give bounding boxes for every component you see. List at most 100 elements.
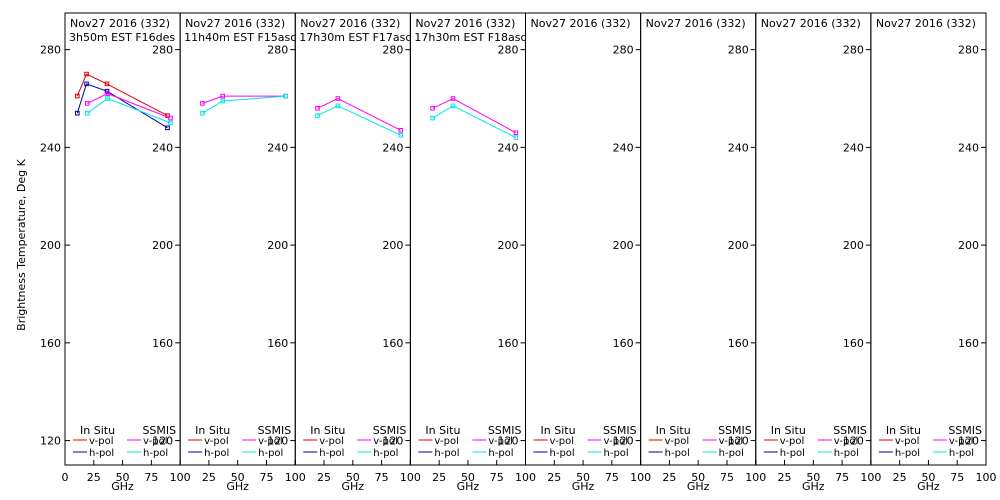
y-tick-label: 280 bbox=[382, 44, 403, 57]
y-tick-label: 280 bbox=[152, 44, 173, 57]
legend-insitu-hpol-label: h-pol bbox=[204, 448, 229, 459]
panel-2: 120 160 200 240 280 25 50 75 100 GHz Nov27 2016 (3… bbox=[179, 12, 306, 493]
data-point bbox=[84, 110, 90, 116]
y-tick-label: 200 bbox=[958, 239, 979, 252]
legend-ssmis-label: SSMIS bbox=[948, 424, 982, 437]
x-tick-label: 100 bbox=[515, 471, 536, 484]
data-point bbox=[398, 132, 404, 138]
y-tick-label: 120 bbox=[498, 435, 519, 448]
y-tick-label-left: 240 bbox=[40, 141, 61, 154]
series-line bbox=[87, 97, 171, 124]
y-tick-label: 160 bbox=[728, 337, 749, 350]
legend-insitu-label: In Situ bbox=[541, 424, 576, 437]
legend-insitu-vpol-label: v-pol bbox=[204, 436, 229, 447]
legend-insitu-hpol-label: h-pol bbox=[550, 448, 575, 459]
legend-insitu-vpol-label: v-pol bbox=[550, 436, 575, 447]
panel-8: 120 160 200 240 280 25 50 75 100 GHz Nov27 2016 (3… bbox=[870, 12, 997, 493]
panel-title: Nov27 2016 (332) bbox=[761, 17, 861, 30]
data-point bbox=[200, 101, 205, 106]
legend-ssmis-hpol-label: h-pol bbox=[834, 448, 859, 459]
y-tick-label: 240 bbox=[958, 141, 979, 154]
panel-1: 120 160 200 240 280 120 160 200 240 280 0 25 50 75 100… bbox=[40, 12, 191, 493]
legend-insitu-label: In Situ bbox=[886, 424, 921, 437]
panel-title: Nov27 2016 (332) bbox=[876, 17, 976, 30]
y-tick-label: 280 bbox=[728, 44, 749, 57]
x-tick-label: 100 bbox=[860, 471, 881, 484]
legend-ssmis-hpol-label: h-pol bbox=[949, 448, 974, 459]
y-tick-label: 120 bbox=[152, 435, 173, 448]
legend-ssmis-label: SSMIS bbox=[488, 424, 522, 437]
series-line bbox=[317, 105, 402, 136]
x-axis-label: GHz bbox=[226, 480, 249, 493]
x-tick-label: 100 bbox=[630, 471, 651, 484]
x-axis-label: GHz bbox=[457, 480, 480, 493]
y-tick-label: 120 bbox=[728, 435, 749, 448]
legend-ssmis-vpol-label: v-pol bbox=[719, 436, 744, 447]
y-tick-label: 160 bbox=[958, 337, 979, 350]
data-point bbox=[430, 105, 435, 111]
legend-ssmis-vpol-label: v-pol bbox=[373, 436, 398, 447]
x-tick-label: 25 bbox=[202, 471, 216, 484]
data-point bbox=[335, 103, 341, 109]
legend-ssmis-vpol-label: v-pol bbox=[949, 436, 974, 447]
x-tick-label: 100 bbox=[170, 471, 191, 484]
y-tick-label: 120 bbox=[958, 435, 979, 448]
data-point bbox=[105, 96, 110, 101]
y-tick-label: 160 bbox=[382, 337, 403, 350]
data-point bbox=[75, 110, 80, 116]
panel-6: 120 160 200 240 280 25 50 75 100 GHz Nov27 2016 (3… bbox=[640, 12, 766, 493]
y-tick-label-left: 280 bbox=[40, 44, 61, 57]
y-tick-label: 280 bbox=[958, 44, 979, 57]
legend-insitu-hpol-label: h-pol bbox=[89, 448, 114, 459]
data-point bbox=[75, 93, 80, 99]
series-line bbox=[87, 93, 171, 119]
y-tick-label: 200 bbox=[152, 239, 173, 252]
x-tick-label: 50 bbox=[116, 471, 130, 484]
series-line bbox=[202, 95, 286, 104]
legend-ssmis-hpol-label: h-pol bbox=[258, 448, 283, 459]
x-tick-label: 75 bbox=[259, 471, 273, 484]
x-tick-label: 0 bbox=[62, 471, 69, 484]
legend-ssmis-label: SSMIS bbox=[373, 424, 407, 437]
y-tick-label: 200 bbox=[498, 239, 519, 252]
legend-insitu-label: In Situ bbox=[310, 424, 345, 437]
data-point bbox=[168, 120, 173, 126]
x-tick-label: 25 bbox=[778, 471, 792, 484]
legend-insitu-label: In Situ bbox=[656, 424, 691, 437]
legend-insitu-hpol-label: h-pol bbox=[434, 448, 459, 459]
y-tick-label: 160 bbox=[152, 337, 173, 350]
x-tick-label: 75 bbox=[835, 471, 849, 484]
legend-insitu-label: In Situ bbox=[80, 424, 115, 437]
y-tick-label: 120 bbox=[843, 435, 864, 448]
data-point bbox=[398, 127, 404, 133]
data-point bbox=[168, 115, 173, 121]
legend-insitu-vpol-label: v-pol bbox=[780, 436, 805, 447]
legend-ssmis-hpol-label: h-pol bbox=[373, 448, 398, 459]
x-tick-label: 75 bbox=[375, 471, 389, 484]
legend-ssmis-hpol-label: h-pol bbox=[719, 448, 744, 459]
series-line bbox=[432, 97, 517, 134]
data-point bbox=[315, 113, 320, 118]
y-tick-label: 240 bbox=[382, 141, 403, 154]
x-tick-label: 75 bbox=[605, 471, 619, 484]
x-tick-label: 75 bbox=[720, 471, 734, 484]
legend-insitu-vpol-label: v-pol bbox=[89, 436, 114, 447]
series-line bbox=[432, 105, 517, 139]
legend-insitu-label: In Situ bbox=[195, 424, 230, 437]
series-group bbox=[430, 96, 519, 140]
x-axis-label: GHz bbox=[802, 480, 825, 493]
y-tick-label: 240 bbox=[613, 141, 634, 154]
data-point bbox=[430, 115, 435, 121]
data-point bbox=[104, 81, 110, 87]
data-point bbox=[283, 93, 288, 99]
panel-7: 120 160 200 240 280 25 50 75 100 GHz Nov27 2016 (3… bbox=[755, 12, 881, 493]
legend-insitu-vpol-label: v-pol bbox=[895, 436, 920, 447]
y-tick-label: 120 bbox=[613, 435, 634, 448]
x-tick-label: 100 bbox=[400, 471, 421, 484]
y-tick-label: 240 bbox=[152, 141, 173, 154]
y-tick-label: 160 bbox=[498, 337, 519, 350]
data-point bbox=[84, 81, 89, 87]
legend-ssmis-label: SSMIS bbox=[258, 424, 292, 437]
panel-title: Nov27 2016 (332) bbox=[70, 17, 170, 30]
